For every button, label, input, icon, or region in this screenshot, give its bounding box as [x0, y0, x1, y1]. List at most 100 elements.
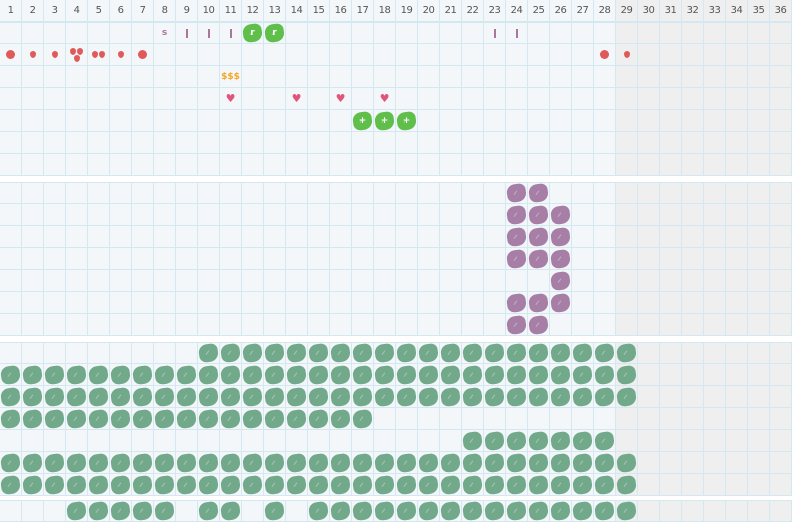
- day-cell[interactable]: [484, 292, 506, 314]
- day-cell[interactable]: [0, 430, 22, 452]
- day-cell[interactable]: [462, 154, 484, 176]
- day-cell[interactable]: [154, 132, 176, 154]
- day-cell[interactable]: [44, 44, 66, 66]
- day-cell[interactable]: [0, 248, 22, 270]
- habit-check-blob[interactable]: [285, 386, 308, 407]
- day-cell[interactable]: [638, 182, 660, 204]
- day-cell[interactable]: [418, 430, 440, 452]
- day-cell[interactable]: [0, 292, 22, 314]
- day-header-26[interactable]: 26: [550, 0, 572, 22]
- day-cell[interactable]: [285, 342, 308, 364]
- day-cell[interactable]: [682, 314, 704, 336]
- habit-check-blob[interactable]: [527, 204, 550, 225]
- day-cell[interactable]: [110, 88, 132, 110]
- day-cell[interactable]: [351, 386, 374, 408]
- day-cell[interactable]: [638, 452, 660, 474]
- habit-check-blob[interactable]: [219, 474, 242, 495]
- day-cell[interactable]: [175, 474, 198, 496]
- day-cell[interactable]: [527, 430, 550, 452]
- day-cell[interactable]: [0, 154, 22, 176]
- day-cell[interactable]: [307, 452, 330, 474]
- day-header-4[interactable]: 4: [66, 0, 88, 22]
- day-cell[interactable]: [440, 110, 462, 132]
- habit-check-blob[interactable]: [351, 364, 374, 385]
- day-cell[interactable]: [197, 342, 220, 364]
- day-cell[interactable]: [505, 452, 528, 474]
- day-cell[interactable]: [572, 44, 594, 66]
- day-cell[interactable]: [418, 314, 440, 336]
- day-cell[interactable]: [549, 342, 572, 364]
- day-cell[interactable]: [704, 66, 726, 88]
- habit-check-blob[interactable]: [241, 364, 264, 385]
- day-cell[interactable]: [396, 430, 418, 452]
- day-cell[interactable]: [329, 408, 352, 430]
- day-cell[interactable]: [110, 154, 132, 176]
- habit-check-blob[interactable]: [65, 386, 88, 407]
- day-cell[interactable]: [528, 44, 550, 66]
- day-header-29[interactable]: 29: [616, 0, 638, 22]
- day-cell[interactable]: [219, 342, 242, 364]
- day-cell[interactable]: [132, 292, 154, 314]
- day-cell[interactable]: [66, 430, 88, 452]
- day-cell[interactable]: [198, 44, 220, 66]
- day-cell[interactable]: [682, 452, 704, 474]
- day-cell[interactable]: [176, 110, 198, 132]
- day-cell[interactable]: [176, 44, 198, 66]
- day-cell[interactable]: [638, 66, 660, 88]
- habit-check-blob[interactable]: [109, 500, 132, 522]
- day-cell[interactable]: [396, 248, 418, 270]
- day-cell[interactable]: [286, 430, 308, 452]
- day-cell[interactable]: [527, 248, 550, 270]
- day-cell[interactable]: [22, 270, 44, 292]
- day-cell[interactable]: +: [395, 110, 418, 132]
- day-cell[interactable]: [329, 386, 352, 408]
- day-cell[interactable]: [506, 132, 528, 154]
- day-cell[interactable]: [549, 292, 572, 314]
- day-cell[interactable]: [352, 204, 374, 226]
- day-cell[interactable]: [440, 314, 462, 336]
- day-cell[interactable]: [461, 500, 484, 522]
- day-cell[interactable]: [572, 204, 594, 226]
- day-cell[interactable]: [550, 88, 572, 110]
- habit-check-blob[interactable]: [219, 500, 242, 522]
- habit-check-blob[interactable]: [87, 474, 110, 495]
- day-cell[interactable]: [527, 452, 550, 474]
- day-cell[interactable]: [770, 66, 792, 88]
- day-cell[interactable]: [418, 154, 440, 176]
- day-cell[interactable]: [242, 44, 264, 66]
- day-cell[interactable]: [220, 226, 242, 248]
- day-cell[interactable]: [682, 182, 704, 204]
- habit-check-blob[interactable]: [87, 386, 110, 407]
- day-cell[interactable]: [352, 314, 374, 336]
- day-cell[interactable]: [374, 430, 396, 452]
- day-cell[interactable]: [0, 204, 22, 226]
- day-cell[interactable]: [417, 364, 440, 386]
- day-cell[interactable]: [593, 452, 616, 474]
- habit-check-blob[interactable]: [43, 474, 66, 495]
- habit-check-blob[interactable]: [417, 342, 440, 364]
- day-cell[interactable]: [748, 292, 770, 314]
- day-cell[interactable]: [549, 248, 572, 270]
- day-cell[interactable]: [264, 430, 286, 452]
- day-cell[interactable]: [484, 226, 506, 248]
- day-cell[interactable]: [616, 88, 638, 110]
- day-cell[interactable]: [396, 66, 418, 88]
- day-cell[interactable]: [263, 342, 286, 364]
- day-cell[interactable]: [682, 132, 704, 154]
- day-cell[interactable]: [616, 226, 638, 248]
- day-cell[interactable]: [374, 154, 396, 176]
- day-cell[interactable]: [638, 132, 660, 154]
- day-cell[interactable]: [527, 364, 550, 386]
- day-cell[interactable]: [286, 500, 308, 522]
- day-cell[interactable]: [22, 88, 44, 110]
- day-cell[interactable]: [682, 22, 704, 44]
- day-cell[interactable]: [616, 292, 638, 314]
- habit-check-blob[interactable]: [0, 386, 22, 407]
- day-cell[interactable]: [373, 500, 396, 522]
- day-cell[interactable]: [154, 430, 176, 452]
- day-cell[interactable]: [572, 270, 594, 292]
- day-cell[interactable]: [110, 292, 132, 314]
- day-cell[interactable]: [506, 88, 528, 110]
- day-cell[interactable]: [770, 110, 792, 132]
- day-cell[interactable]: [528, 408, 550, 430]
